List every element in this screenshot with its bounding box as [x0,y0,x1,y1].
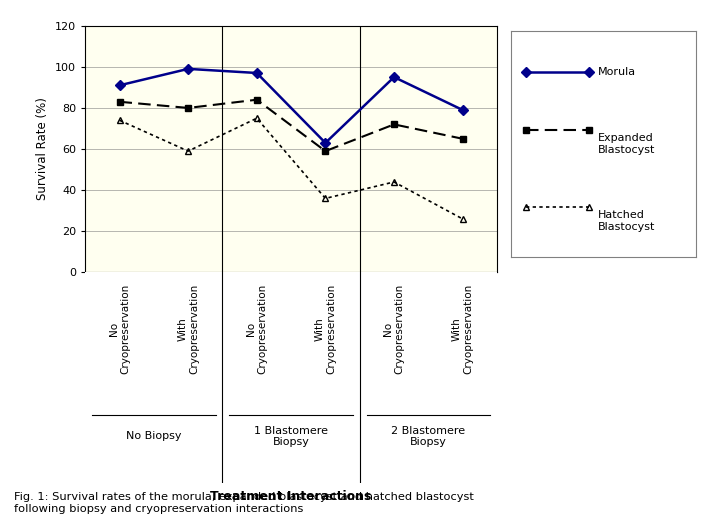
Y-axis label: Survival Rate (%): Survival Rate (%) [36,98,50,200]
Text: No
Cryopreservation: No Cryopreservation [246,284,268,374]
Text: With
Cryopreservation: With Cryopreservation [315,284,337,374]
Text: No
Cryopreservation: No Cryopreservation [383,284,405,374]
Text: 2 Blastomere
Biopsy: 2 Blastomere Biopsy [391,426,466,447]
Text: Hatched
Blastocyst: Hatched Blastocyst [598,210,655,232]
Text: With
Cryopreservation: With Cryopreservation [452,284,474,374]
Text: No Biopsy: No Biopsy [126,431,182,442]
Text: Treatment Interactions: Treatment Interactions [210,490,372,503]
Text: Expanded
Blastocyst: Expanded Blastocyst [598,133,655,155]
Text: Fig. 1: Survival rates of the morula, expanded blastocyst and hatched blastocyst: Fig. 1: Survival rates of the morula, ex… [14,492,474,514]
Text: No
Cryopreservation: No Cryopreservation [109,284,131,374]
Text: 1 Blastomere
Biopsy: 1 Blastomere Biopsy [254,426,328,447]
Text: Morula: Morula [598,66,636,77]
Text: With
Cryopreservation: With Cryopreservation [178,284,199,374]
